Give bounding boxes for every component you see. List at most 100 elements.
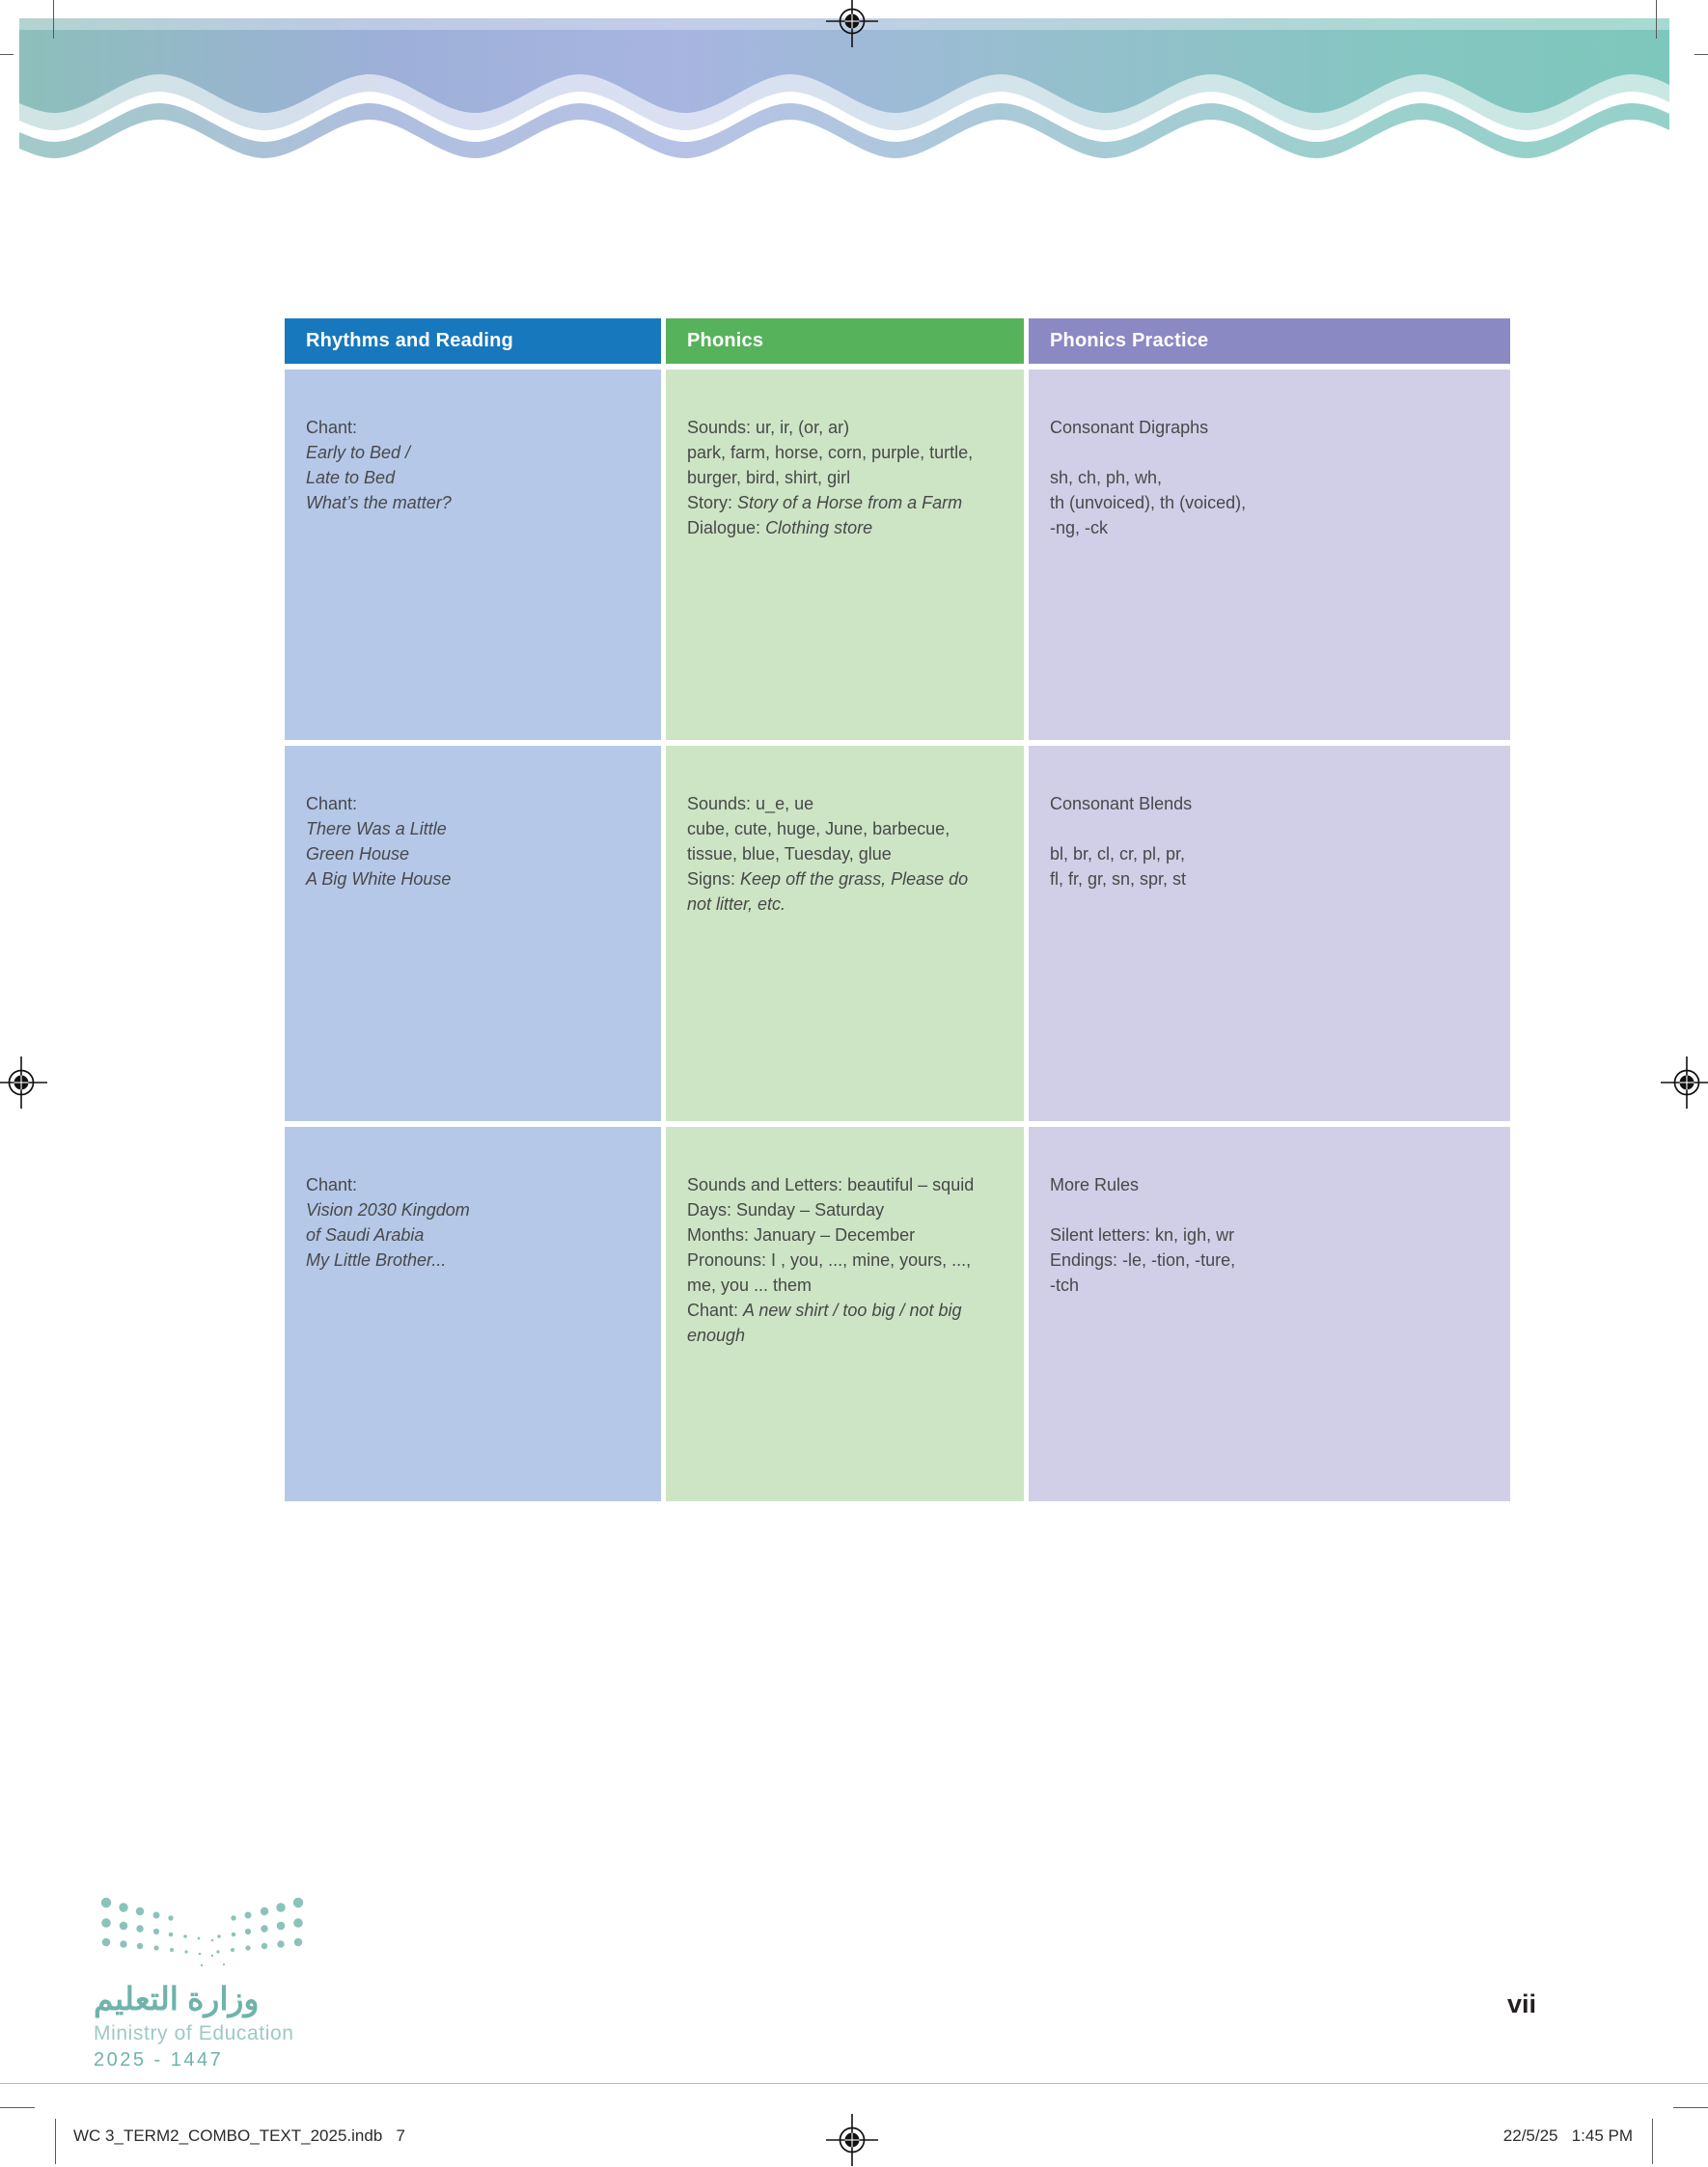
cell-text: A new shirt / too big / not big — [743, 1301, 962, 1320]
table-header-phonics: Phonics — [666, 318, 1024, 364]
cell-text: tissue, blue, Tuesday, glue — [687, 844, 892, 864]
cell-text: Endings: -le, -tion, -ture, — [1050, 1250, 1236, 1270]
cell-text: Early to Bed / — [306, 443, 411, 462]
cell-text: cube, cute, huge, June, barbecue, — [687, 819, 950, 838]
cell-line: fl, fr, gr, sn, spr, st — [1050, 866, 1502, 891]
cell-line: Sounds: ur, ir, (or, ar) — [687, 415, 1016, 440]
cell-line: Story: Story of a Horse from a Farm — [687, 490, 1016, 515]
table-cell-row1-col2: Sounds: ur, ir, (or, ar) park, farm, hors… — [666, 370, 1024, 740]
cell-line: What’s the matter? — [306, 490, 653, 515]
crop-mark-left-edge-top — [0, 54, 14, 55]
cell-text: -tch — [1050, 1276, 1080, 1295]
table-cell-row2-col3: Consonant Blends bl, br, cl, cr, pl, pr, f… — [1029, 746, 1510, 1121]
cell-text: bl, br, cl, cr, pl, pr, — [1050, 844, 1186, 864]
print-footer-timestamp: 22/5/25 1:45 PM — [1502, 2126, 1633, 2145]
cell-line: of Saudi Arabia — [306, 1222, 653, 1248]
cell-line — [1050, 816, 1502, 841]
table-cell-row3-col3: More Rules Silent letters: kn, igh, wr End… — [1029, 1127, 1510, 1501]
cell-line: Chant: — [306, 415, 653, 440]
cell-text: Silent letters: kn, igh, wr — [1050, 1225, 1235, 1245]
crop-mark-footer-right — [1652, 2119, 1653, 2164]
registration-mark-left — [0, 1056, 48, 1110]
table-header-phonics-practice: Phonics Practice — [1029, 318, 1510, 364]
cell-line: My Little Brother... — [306, 1248, 653, 1273]
cell-line: th (unvoiced), th (voiced), — [1050, 490, 1502, 515]
cell-line: Consonant Blends — [1050, 791, 1502, 816]
cell-text: A Big White House — [306, 869, 452, 889]
cell-line: Late to Bed — [306, 465, 653, 490]
cell-line: enough — [687, 1323, 1016, 1348]
cell-line — [1050, 1197, 1502, 1222]
cell-line: Chant: — [306, 1172, 653, 1197]
cell-line: Chant: A new shirt / too big / not big — [687, 1298, 1016, 1323]
cell-text: of Saudi Arabia — [306, 1225, 425, 1245]
cell-text: Sounds: u_e, ue — [687, 794, 814, 813]
cell-line: Vision 2030 Kingdom — [306, 1197, 653, 1222]
wave-band-main — [19, 18, 1669, 113]
cell-line: burger, bird, shirt, girl — [687, 465, 1016, 490]
cell-text: -ng, -ck — [1050, 518, 1109, 537]
cell-text: enough — [687, 1326, 746, 1345]
cell-line: Endings: -le, -tion, -ture, — [1050, 1248, 1502, 1273]
cell-text: Story of a Horse from a Farm — [737, 493, 963, 512]
cell-text: Vision 2030 Kingdom — [306, 1200, 470, 1220]
cell-text: fl, fr, gr, sn, spr, st — [1050, 869, 1187, 889]
print-footer-filename: WC 3_TERM2_COMBO_TEXT_2025.indb 7 — [73, 2126, 405, 2145]
cell-line: Pronouns: I , you, ..., mine, yours, ...… — [687, 1248, 1016, 1273]
cell-text: Chant: — [306, 418, 358, 437]
cell-text: Chant: — [306, 1175, 358, 1194]
cell-text: Pronouns: I , you, ..., mine, yours, ...… — [687, 1250, 972, 1270]
cell-text: What’s the matter? — [306, 493, 452, 512]
table-header-rhythms-and-reading: Rhythms and Reading — [285, 318, 661, 364]
cell-line: Silent letters: kn, igh, wr — [1050, 1222, 1502, 1248]
cell-text: th (unvoiced), th (voiced), — [1050, 493, 1247, 512]
cell-line: park, farm, horse, corn, purple, turtle, — [687, 440, 1016, 465]
cell-line: Sounds and Letters: beautiful – squid — [687, 1172, 1016, 1197]
cell-line: Sounds: u_e, ue — [687, 791, 1016, 816]
ministry-logo: وزارة التعليم Ministry of Education 2025… — [94, 1893, 344, 2071]
cell-line: Months: January – December — [687, 1222, 1016, 1248]
cell-line: -ng, -ck — [1050, 515, 1502, 540]
table-cell-row1-col1: Chant: Early to Bed / Late to Bed What’s th… — [285, 370, 661, 740]
curriculum-table: Rhythms and Reading Phonics Phonics Prac… — [285, 318, 1510, 1501]
crop-mark-footer-left — [55, 2119, 56, 2164]
cell-line: cube, cute, huge, June, barbecue, — [687, 816, 1016, 841]
crop-mark-right-edge-bottom — [1673, 2107, 1708, 2108]
crop-mark-top-right — [1656, 0, 1657, 39]
cell-text: Consonant Blends — [1050, 794, 1193, 813]
cell-text: Months: January – December — [687, 1225, 916, 1245]
cell-text: Story: — [687, 493, 738, 512]
cell-text: sh, ch, ph, wh, — [1050, 468, 1163, 487]
cell-line: Signs: Keep off the grass, Please do — [687, 866, 1016, 891]
registration-mark-right — [1660, 1056, 1708, 1110]
cell-text: Keep off the grass, Please do — [740, 869, 969, 889]
ministry-logo-arabic-wordmark: وزارة التعليم — [94, 1981, 260, 2016]
cell-line: Early to Bed / — [306, 440, 653, 465]
table-cell-row3-col1: Chant: Vision 2030 Kingdom of Saudi Arabia… — [285, 1127, 661, 1501]
cell-line: More Rules — [1050, 1172, 1502, 1197]
crop-mark-top-left — [53, 0, 54, 39]
cell-line: bl, br, cl, cr, pl, pr, — [1050, 841, 1502, 866]
cell-text: Consonant Digraphs — [1050, 418, 1209, 437]
crop-mark-left-edge-bottom — [0, 2107, 35, 2108]
cell-text: Green House — [306, 844, 410, 864]
registration-mark-bottom — [825, 2113, 879, 2167]
cell-line: not litter, etc. — [687, 891, 1016, 917]
page-number: vii — [1506, 1989, 1536, 2018]
cell-line — [1050, 440, 1502, 465]
cell-line: me, you ... them — [687, 1273, 1016, 1298]
cell-text: More Rules — [1050, 1175, 1140, 1194]
cell-text: There Was a Little — [306, 819, 447, 838]
table-cell-row1-col3: Consonant Digraphs sh, ch, ph, wh, th (unv… — [1029, 370, 1510, 740]
cell-text: park, farm, horse, corn, purple, turtle, — [687, 443, 974, 462]
footer-rule — [0, 2083, 1708, 2084]
registration-mark-top — [826, 0, 878, 47]
cell-text: me, you ... them — [687, 1276, 813, 1295]
table-cell-row3-col2: Sounds and Letters: beautiful – squid Day… — [666, 1127, 1024, 1501]
cell-line: tissue, blue, Tuesday, glue — [687, 841, 1016, 866]
cell-line: sh, ch, ph, wh, — [1050, 465, 1502, 490]
cell-text: Chant: — [687, 1301, 744, 1320]
cell-text: Days: Sunday – Saturday — [687, 1200, 885, 1220]
wave-banner — [19, 18, 1669, 158]
crop-mark-right-edge-top — [1694, 54, 1708, 55]
